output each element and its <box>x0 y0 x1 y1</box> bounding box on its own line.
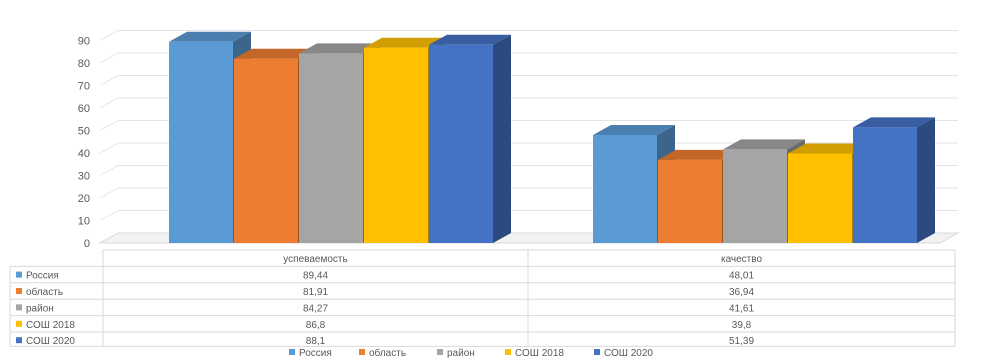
bar-top <box>723 139 805 150</box>
table-series-name: СОШ 2020 <box>26 336 75 347</box>
bar-front <box>723 149 787 243</box>
gridline-side <box>99 30 119 41</box>
bar-top <box>593 124 675 135</box>
bar-side <box>493 34 511 244</box>
bar <box>429 34 511 244</box>
bar-top <box>364 37 446 48</box>
table-legend-key <box>16 337 22 344</box>
table-series-name: область <box>26 286 63 298</box>
bar-top <box>853 117 935 128</box>
legend-key <box>359 349 365 355</box>
table-value: 89,44 <box>303 271 328 282</box>
legend-label: район <box>447 348 475 359</box>
gridline-side <box>99 52 119 64</box>
legend-label: Россия <box>299 348 332 359</box>
table-value: 84,27 <box>303 303 328 314</box>
bar-top <box>429 34 511 45</box>
y-tick-label: 10 <box>78 216 90 228</box>
gridline-side <box>99 187 119 199</box>
bar-top <box>788 143 870 154</box>
table-value: 41,61 <box>729 303 754 314</box>
gridline-side <box>99 97 119 109</box>
bar-front <box>169 41 233 244</box>
gridline-side <box>99 142 119 154</box>
y-tick-label: 0 <box>84 238 90 250</box>
bar-front <box>788 153 852 243</box>
legend-label: область <box>369 347 406 359</box>
legend-key <box>594 349 600 355</box>
bar-front <box>299 53 363 243</box>
y-tick-label: 20 <box>78 193 90 205</box>
y-tick-label: 70 <box>78 81 90 93</box>
gridline-side <box>99 75 119 86</box>
legend-key <box>437 349 443 355</box>
table-legend-key <box>16 320 22 327</box>
table-legend-key <box>16 288 22 294</box>
x-category-label: успеваемость <box>283 254 347 265</box>
table-series-name: Россия <box>26 271 59 282</box>
bar-front <box>234 58 298 243</box>
y-tick-label: 60 <box>78 103 90 115</box>
legend-key <box>289 349 295 355</box>
bar-top <box>169 31 251 42</box>
table-series-name: район <box>26 303 54 314</box>
table-value: 48,01 <box>729 271 754 282</box>
table-value: 36,94 <box>729 287 754 298</box>
bar-top <box>299 43 381 54</box>
table-value: 51,39 <box>729 336 754 347</box>
table-value: 86,8 <box>306 320 326 331</box>
table-value: 39,8 <box>732 320 752 331</box>
x-category-label: качество <box>721 254 762 265</box>
table-legend-key <box>16 271 22 278</box>
bar-front <box>853 127 917 243</box>
table-value: 88,1 <box>306 336 326 347</box>
gridline-side <box>99 210 119 221</box>
legend-key <box>505 349 511 355</box>
bar-top <box>234 48 316 59</box>
table-legend-key <box>16 304 22 311</box>
y-tick-label: 50 <box>78 126 90 138</box>
bar-front <box>593 134 657 243</box>
bar <box>853 117 935 243</box>
bar-front <box>364 47 428 244</box>
y-tick-label: 40 <box>78 148 90 160</box>
legend-label: СОШ 2018 <box>515 348 564 359</box>
gridline-side <box>99 120 119 131</box>
table-value: 81,91 <box>303 287 328 298</box>
bar-top <box>658 149 740 160</box>
y-tick-label: 90 <box>78 36 90 48</box>
bar-front <box>658 159 722 243</box>
legend-label: СОШ 2020 <box>604 348 653 359</box>
bar-side <box>917 117 935 243</box>
gridline-side <box>99 165 119 176</box>
bar-front <box>429 44 493 244</box>
y-tick-label: 80 <box>78 58 90 70</box>
y-tick-label: 30 <box>78 171 90 183</box>
table-series-name: СОШ 2018 <box>26 320 75 331</box>
